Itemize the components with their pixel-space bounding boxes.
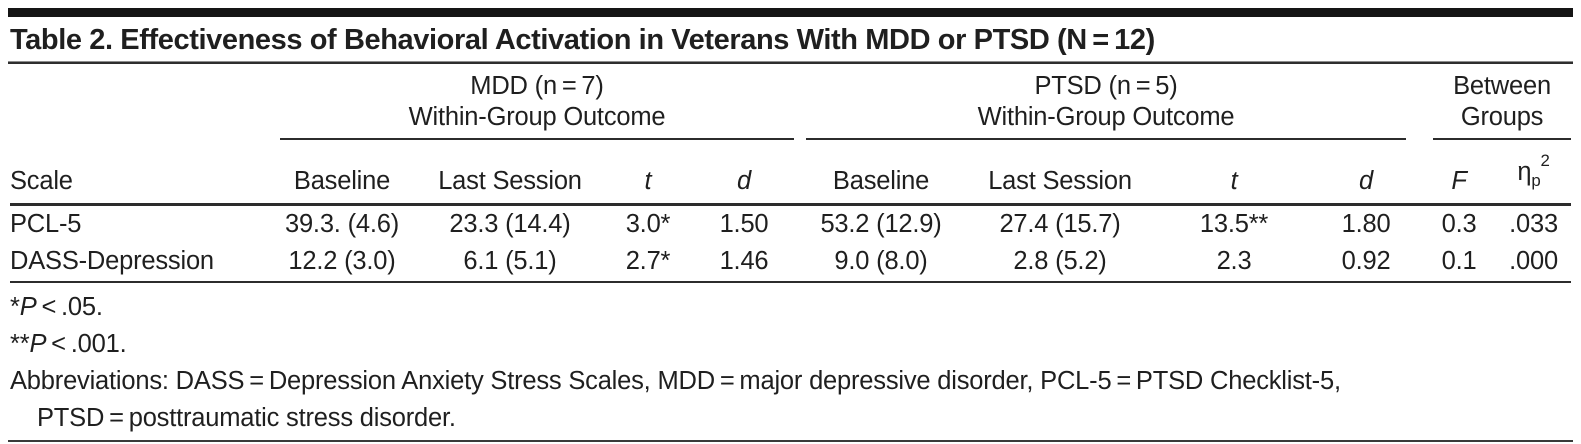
- cell-f: 0.3: [1441, 209, 1477, 238]
- cell-mdd-last-session: 6.1 (5.1): [412, 242, 608, 283]
- cell-ptsd-last-session: 27.4 (15.7): [999, 209, 1121, 238]
- bottom-rule: [8, 439, 1573, 442]
- cell-mdd-baseline: 12.2 (3.0): [272, 242, 412, 283]
- column-header-ptsd-d: d: [1310, 140, 1423, 206]
- cell-ptsd-last-session: 2.8 (5.2): [962, 242, 1159, 283]
- cell-mdd-baseline: 39.3. (4.6): [284, 209, 400, 238]
- cell-mdd-t: 2.7*: [608, 242, 688, 283]
- footnote-abbreviations-line1: Abbreviations: DASS = Depression Anxiety…: [10, 366, 1341, 395]
- eta-superscript-2: 2: [1540, 151, 1550, 170]
- table-row-dass-depression: DASS-Depression 12.2 (3.0) 6.1 (5.1) 2.7…: [10, 242, 1572, 283]
- cell-mdd-t: 3.0*: [625, 209, 671, 238]
- cell-scale: PCL-5: [10, 209, 82, 238]
- column-header-mdd-t: t: [608, 140, 688, 206]
- group-header-mdd-line2: Within-Group Outcome: [408, 103, 666, 131]
- column-header-scale: Scale: [10, 140, 272, 206]
- column-header-f: F: [1422, 140, 1497, 206]
- footnote-threshold: < .05.: [36, 292, 103, 321]
- group-header-spacer: [10, 64, 272, 140]
- cell-mdd-last-session: 23.3 (14.4): [449, 209, 571, 238]
- eta-symbol: η: [1517, 157, 1532, 186]
- cell-f: 0.1: [1422, 242, 1497, 283]
- group-header-between-line1: Between: [1453, 72, 1551, 100]
- table-row-pcl5: PCL-5 39.3. (4.6) 23.3 (14.4) 3.0* 1.50 …: [10, 204, 1571, 243]
- footnote-marker: *: [10, 292, 20, 321]
- footnote-abbreviations-line2: PTSD = posttraumatic stress disorder.: [37, 403, 456, 432]
- column-header-ptsd-t: t: [1158, 140, 1311, 206]
- table-title: Table 2. Effectiveness of Behavioral Act…: [10, 24, 1155, 56]
- cell-ptsd-d: 0.92: [1310, 242, 1423, 283]
- group-header-ptsd: PTSD (n = 5) Within-Group Outcome: [800, 64, 1422, 140]
- cell-ptsd-baseline: 9.0 (8.0): [800, 242, 963, 283]
- cell-ptsd-d: 1.80: [1341, 209, 1391, 238]
- column-header-row: Scale Baseline Last Session t d Baseline…: [10, 140, 1572, 206]
- table-footnotes: *P < .05. **P < .001. Abbreviations: DAS…: [10, 289, 1571, 437]
- column-header-eta-p-squared: ηp2: [1496, 140, 1572, 206]
- group-header-ptsd-line2: Within-Group Outcome: [977, 103, 1235, 131]
- footnote-threshold: < .001.: [46, 329, 127, 358]
- paper-table-figure: Table 2. Effectiveness of Behavioral Act…: [0, 8, 1581, 444]
- column-header-ptsd-baseline: Baseline: [800, 140, 963, 206]
- cell-scale: DASS-Depression: [10, 242, 272, 283]
- results-table: MDD (n = 7) Within-Group Outcome PTSD (n…: [10, 64, 1572, 283]
- group-header-mdd: MDD (n = 7) Within-Group Outcome: [272, 64, 800, 140]
- footnote-p-symbol: P: [29, 329, 47, 358]
- footnote-significance-1: *P < .05.: [10, 289, 1571, 326]
- group-header-ptsd-line1: PTSD (n = 5): [1034, 72, 1178, 100]
- footnote-significance-2: **P < .001.: [10, 326, 1571, 363]
- column-header-mdd-d: d: [688, 140, 801, 206]
- cell-mdd-d: 1.46: [688, 242, 801, 283]
- cell-ptsd-t: 13.5**: [1199, 209, 1269, 238]
- cell-ptsd-baseline: 53.2 (12.9): [820, 209, 942, 238]
- footnote-marker: **: [10, 329, 30, 358]
- column-header-mdd-baseline: Baseline: [272, 140, 412, 206]
- group-header-mdd-line1: MDD (n = 7): [470, 72, 604, 100]
- column-header-ptsd-last-session: Last Session: [962, 140, 1159, 206]
- eta-subscript-p: p: [1531, 170, 1541, 190]
- title-rule: [8, 61, 1573, 64]
- footnote-p-symbol: P: [19, 292, 37, 321]
- top-bar-rule: [8, 8, 1573, 17]
- column-header-mdd-last-session: Last Session: [412, 140, 608, 206]
- cell-ptsd-t: 2.3: [1158, 242, 1311, 283]
- cell-eta-p-squared: .033: [1509, 209, 1558, 238]
- group-header-between-line2: Groups: [1460, 103, 1544, 131]
- cell-eta-p-squared: .000: [1496, 242, 1572, 283]
- group-header-row: MDD (n = 7) Within-Group Outcome PTSD (n…: [10, 64, 1572, 140]
- group-header-between: Between Groups: [1422, 64, 1572, 140]
- cell-mdd-d: 1.50: [719, 209, 769, 238]
